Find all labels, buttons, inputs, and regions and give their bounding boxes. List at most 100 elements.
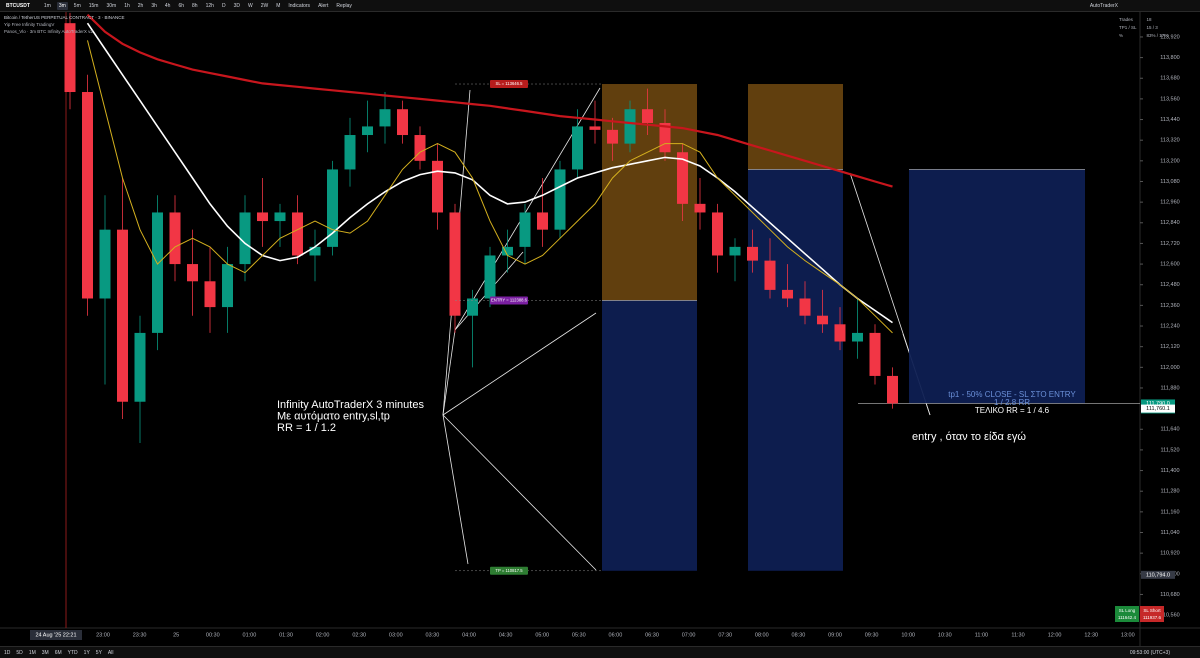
toolbar-button[interactable]: Indicators	[288, 2, 311, 9]
candle-body	[764, 260, 776, 290]
y-tick-label: 113,920	[1160, 34, 1179, 40]
toolbar-button[interactable]: Replay	[336, 2, 352, 9]
y-tick-label: 112,720	[1160, 241, 1179, 247]
interval-button[interactable]: M	[276, 2, 281, 9]
sl-box-value: 111937.6	[1143, 615, 1162, 620]
stats-cell: %	[1119, 33, 1124, 38]
toolbar-button[interactable]: Alert	[318, 2, 329, 9]
interval-button[interactable]: 3D	[233, 2, 240, 9]
candle-body	[397, 109, 408, 136]
candle-body	[449, 212, 461, 316]
interval-button[interactable]: 30m	[106, 2, 117, 9]
y-tick-label: 111,400	[1160, 468, 1179, 474]
interval-button[interactable]: 8h	[192, 2, 198, 9]
candle-body	[852, 332, 863, 342]
interval-button[interactable]: 5m	[73, 2, 81, 9]
stats-cell: 18	[1146, 17, 1152, 22]
range-button[interactable]: 5Y	[95, 649, 102, 656]
y-tick-label: 112,000	[1160, 365, 1179, 371]
candle-body	[519, 212, 531, 247]
strategy-note: Infinity AutoTraderX 3 minutes	[277, 399, 424, 411]
y-tick-label: 110,560	[1160, 613, 1179, 619]
candle-body	[624, 109, 636, 144]
start-label: 24 Aug '25 22:21	[35, 632, 76, 638]
interval-button[interactable]: 15m	[88, 2, 99, 9]
range-button[interactable]: 5D	[16, 649, 23, 656]
account[interactable]: AutoTraderX	[1089, 2, 1118, 9]
x-tick-label: 23:00	[96, 632, 110, 638]
moving-average	[86, 13, 893, 188]
y-tick-label: 113,080	[1160, 179, 1179, 185]
interval-button[interactable]: 6h	[178, 2, 185, 9]
stats-row: % 83% / 17%	[1114, 32, 1173, 40]
x-tick-label: 02:00	[316, 632, 330, 638]
candle-body	[484, 255, 496, 299]
candle-body	[467, 298, 478, 316]
start-label-box	[30, 630, 82, 640]
candle-body	[537, 212, 548, 230]
range-button[interactable]: 6M	[54, 649, 62, 656]
x-tick-label: 09:00	[828, 632, 842, 638]
candle-body	[239, 212, 251, 265]
range-button[interactable]: 1Y	[83, 649, 90, 656]
candle-body	[64, 23, 76, 93]
x-tick-label: 12:00	[1048, 632, 1062, 638]
candle-body	[379, 109, 391, 127]
y-tick-label: 113,680	[1160, 76, 1179, 82]
x-tick-label: 12:30	[1084, 632, 1098, 638]
interval-button[interactable]: 3m	[56, 1, 68, 10]
interval-button[interactable]: D	[221, 2, 226, 9]
x-tick-label: 07:00	[682, 632, 696, 638]
trade-tag: ENTRY = 112388.6	[491, 298, 528, 303]
price-label-box	[1141, 404, 1175, 413]
candle-body	[677, 152, 688, 204]
sl-box	[1115, 606, 1139, 622]
trade-tag: TP = 110817.5	[495, 568, 523, 573]
candle-body	[257, 212, 268, 222]
candle-body	[152, 212, 163, 333]
interval-button[interactable]: W	[247, 2, 253, 9]
y-tick-label: 111,880	[1160, 385, 1179, 391]
interval-button[interactable]: 2W	[260, 2, 269, 9]
candle-body	[659, 122, 671, 153]
y-tick-label: 111,520	[1160, 447, 1179, 453]
y-tick-label: 110,680	[1160, 592, 1179, 598]
sl-box-label: SL Short	[1143, 608, 1161, 613]
legend-title: Bitcoin / TetherUS PERPETUAL CONTRACT · …	[4, 15, 125, 20]
x-tick-label: 04:30	[499, 632, 513, 638]
x-tick-label: 07:30	[718, 632, 732, 638]
interval-button[interactable]: 4h	[164, 2, 171, 9]
interval-button[interactable]: 1h	[124, 2, 130, 9]
interval-button[interactable]: 2h	[137, 2, 144, 9]
entry-note: entry , όταν το είδα εγώ	[912, 431, 1026, 443]
range-button[interactable]: All	[107, 649, 114, 656]
y-tick-label: 111,280	[1160, 489, 1179, 495]
candle-body	[607, 129, 618, 144]
interval-button[interactable]: 12h	[205, 2, 214, 9]
interval-button[interactable]: 1m	[43, 2, 51, 9]
y-tick-label: 113,560	[1160, 96, 1179, 102]
candle-body	[274, 212, 286, 222]
interval-button[interactable]: 3h	[151, 2, 157, 9]
sl-box-value: 111642.4	[1118, 615, 1137, 620]
candle-body	[362, 126, 373, 136]
range-button[interactable]: 3M	[41, 649, 49, 656]
x-tick-label: 01:30	[279, 632, 293, 638]
target-zone	[909, 169, 1085, 404]
stats-table: Trades 18 TP1 / SL 15 / 3% 83% / 17%	[1114, 16, 1173, 40]
sl-box	[1140, 606, 1164, 622]
arrow	[442, 414, 469, 565]
x-tick-label: 08:00	[755, 632, 769, 638]
arrows	[442, 87, 931, 571]
range-button[interactable]: YTD	[67, 649, 78, 656]
symbol[interactable]: BTCUSDT	[6, 2, 30, 9]
x-tick-label: 06:30	[645, 632, 659, 638]
tp-note: ΤΕΛΙΚΟ RR = 1 / 4.6	[975, 406, 1050, 415]
range-button[interactable]: 1D	[4, 649, 11, 656]
candle-body	[887, 375, 898, 404]
candle-body	[432, 160, 443, 213]
range-button[interactable]: 1M	[28, 649, 36, 656]
candle-body	[729, 246, 741, 256]
x-tick-label: 13:00	[1121, 632, 1135, 638]
